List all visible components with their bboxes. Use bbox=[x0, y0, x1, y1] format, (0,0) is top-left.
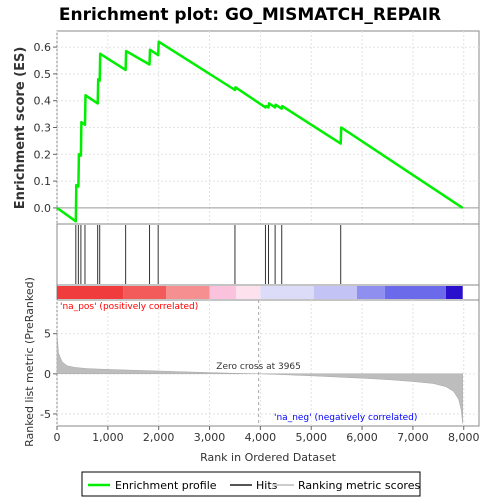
x-tick-label: 5,000 bbox=[295, 431, 327, 444]
heat-segment bbox=[356, 286, 385, 299]
legend: Enrichment profile Hits Ranking metric s… bbox=[81, 471, 421, 497]
heat-segment bbox=[235, 286, 261, 299]
heat-segment bbox=[123, 286, 167, 299]
zero-cross-label: Zero cross at 3965 bbox=[216, 362, 301, 372]
x-axis-ticks: 0 1,000 2,000 3,000 4,000 5,000 6,000 7,000 8,00… bbox=[54, 426, 480, 444]
heat-segment bbox=[313, 286, 357, 299]
rank-heat-bar bbox=[56, 284, 480, 301]
es-grid bbox=[56, 31, 479, 224]
hits-panel-frame bbox=[56, 223, 480, 286]
ranking-metric-area bbox=[56, 332, 463, 424]
metric-y-ticks: -5 0 5 bbox=[40, 328, 57, 421]
chart-title: Enrichment plot: GO_MISMATCH_REPAIR bbox=[59, 5, 441, 25]
es-y-tick-label: 0.0 bbox=[34, 202, 52, 215]
x-tick-label: 8,000 bbox=[448, 431, 480, 444]
legend-label-hits: Hits bbox=[256, 479, 278, 492]
metric-panel-frame bbox=[56, 299, 480, 427]
heat-segment bbox=[166, 286, 210, 299]
hits-panel bbox=[56, 223, 480, 286]
heat-segment bbox=[384, 286, 446, 299]
es-y-tick-label: 0.4 bbox=[34, 95, 52, 108]
legend-label-ranking: Ranking metric scores bbox=[298, 479, 420, 492]
es-y-tick-label: 0.1 bbox=[34, 175, 52, 188]
x-tick-label: 4,000 bbox=[245, 431, 277, 444]
es-y-tick-label: 0.2 bbox=[34, 148, 52, 161]
metric-y-tick-label: 5 bbox=[44, 328, 51, 341]
legend-label-enrichment: Enrichment profile bbox=[115, 479, 217, 492]
x-axis-label: Rank in Ordered Dataset bbox=[200, 451, 337, 464]
legend-frame bbox=[81, 471, 421, 497]
x-tick-label: 6,000 bbox=[346, 431, 378, 444]
heat-segment bbox=[260, 286, 314, 299]
negative-class-label: 'na_neg' (negatively correlated) bbox=[274, 413, 417, 423]
metric-y-tick-label: 0 bbox=[44, 368, 51, 381]
metric-grid bbox=[56, 300, 479, 426]
x-tick-label: 3,000 bbox=[194, 431, 226, 444]
es-panel-frame bbox=[56, 30, 480, 225]
hit-lines bbox=[75, 225, 342, 284]
x-tick-label: 2,000 bbox=[143, 431, 175, 444]
es-y-ticks: 0.0 0.1 0.2 0.3 0.4 0.5 0.6 bbox=[34, 41, 57, 215]
x-tick-label: 0 bbox=[54, 431, 61, 444]
metric-panel: -505 Zero cross at 3965 'na_pos' (positi… bbox=[23, 277, 480, 447]
es-y-tick-label: 0.5 bbox=[34, 68, 52, 81]
x-tick-label: 7,000 bbox=[397, 431, 429, 444]
positive-class-label: 'na_pos' (positively correlated) bbox=[60, 302, 198, 312]
x-tick-label: 1,000 bbox=[92, 431, 124, 444]
heat-segment bbox=[209, 286, 236, 299]
metric-y-axis-label: Ranked list metric (PreRanked) bbox=[23, 277, 36, 447]
es-y-axis-label: Enrichment score (ES) bbox=[13, 47, 28, 210]
heat-segment bbox=[445, 286, 463, 299]
es-panel: 0.0 0.1 0.2 0.3 0.4 0.5 0.6 Enrichment score (… bbox=[13, 30, 480, 225]
es-y-tick-label: 0.3 bbox=[34, 122, 52, 135]
heat-segments bbox=[57, 286, 463, 299]
metric-y-tick-label: -5 bbox=[40, 408, 51, 421]
enrichment-profile-line bbox=[56, 40, 464, 223]
es-y-tick-label: 0.6 bbox=[34, 41, 52, 54]
heat-segment bbox=[57, 286, 124, 299]
